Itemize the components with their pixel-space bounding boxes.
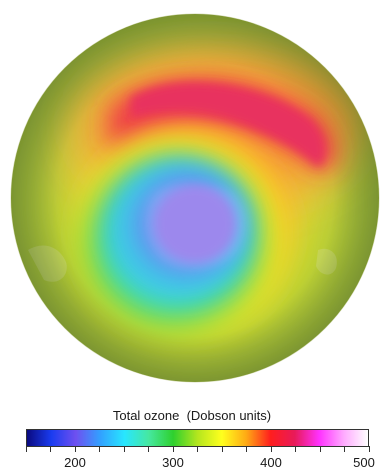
ozone-globe — [10, 13, 380, 383]
colorbar-tick — [50, 446, 51, 452]
colorbar-tick — [295, 446, 296, 452]
legend-title: Total ozone (Dobson units) — [112, 408, 272, 423]
colorbar-tick-label: 300 — [162, 455, 184, 470]
ozone-legend: Total ozone (Dobson units) 200 300 400 500 — [0, 400, 384, 475]
ozone-map — [10, 13, 380, 383]
colorbar-tick — [25, 446, 27, 452]
colorbar-tick — [99, 446, 100, 452]
colorbar-tick — [172, 446, 174, 452]
colorbar-tick — [246, 446, 247, 452]
colorbar-tick — [368, 446, 370, 452]
colorbar-tick-label: 400 — [260, 455, 282, 470]
colorbar-tick — [74, 446, 76, 452]
colorbar-tick — [197, 446, 198, 452]
colorbar-tick — [221, 446, 223, 452]
colorbar-tick — [123, 446, 125, 452]
colorbar-tick — [148, 446, 149, 452]
colorbar-tick — [344, 446, 345, 452]
colorbar-tick — [270, 446, 272, 452]
colorbar-tick — [319, 446, 321, 452]
colorbar-tick-label: 200 — [64, 455, 86, 470]
colorbar — [26, 429, 369, 447]
colorbar-tick-label: 500 — [353, 455, 375, 470]
